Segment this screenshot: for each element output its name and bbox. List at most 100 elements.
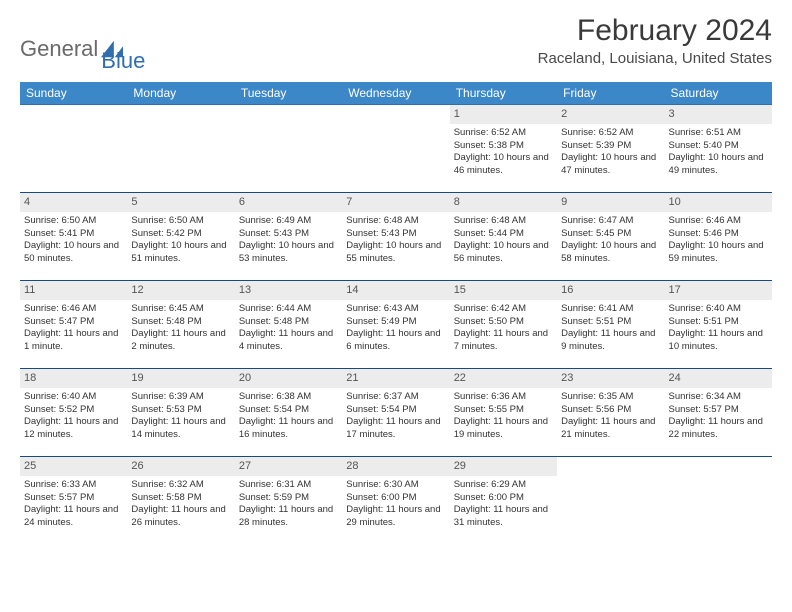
daylight-line: Daylight: 11 hours and 21 minutes. xyxy=(561,416,660,442)
sunrise-line: Sunrise: 6:44 AM xyxy=(239,303,338,316)
day-number: 21 xyxy=(342,369,449,388)
sunrise-line: Sunrise: 6:36 AM xyxy=(454,391,553,404)
sunrise-line: Sunrise: 6:46 AM xyxy=(669,215,768,228)
calendar-cell: 29Sunrise: 6:29 AMSunset: 6:00 PMDayligh… xyxy=(450,457,557,545)
calendar-cell: 1Sunrise: 6:52 AMSunset: 5:38 PMDaylight… xyxy=(450,105,557,193)
calendar-row: 18Sunrise: 6:40 AMSunset: 5:52 PMDayligh… xyxy=(20,369,772,457)
sunset-line: Sunset: 5:39 PM xyxy=(561,140,660,153)
sunrise-line: Sunrise: 6:33 AM xyxy=(24,479,123,492)
brand-logo: General Blue xyxy=(20,14,145,74)
daylight-line: Daylight: 11 hours and 29 minutes. xyxy=(346,504,445,530)
calendar-cell: 19Sunrise: 6:39 AMSunset: 5:53 PMDayligh… xyxy=(127,369,234,457)
day-number: 2 xyxy=(557,105,664,124)
calendar-cell: 3Sunrise: 6:51 AMSunset: 5:40 PMDaylight… xyxy=(665,105,772,193)
sunrise-line: Sunrise: 6:41 AM xyxy=(561,303,660,316)
sunrise-line: Sunrise: 6:40 AM xyxy=(669,303,768,316)
calendar-row: 25Sunrise: 6:33 AMSunset: 5:57 PMDayligh… xyxy=(20,457,772,545)
sunset-line: Sunset: 5:58 PM xyxy=(131,492,230,505)
sunrise-line: Sunrise: 6:48 AM xyxy=(346,215,445,228)
calendar-cell: 23 Sunrise: 6:35 AMSunset: 5:56 PMDayligh… xyxy=(557,369,664,457)
daylight-line: Daylight: 11 hours and 31 minutes. xyxy=(454,504,553,530)
calendar-cell: 11Sunrise: 6:46 AMSunset: 5:47 PMDayligh… xyxy=(20,281,127,369)
sunset-line: Sunset: 5:56 PM xyxy=(561,404,660,417)
sunset-line: Sunset: 5:43 PM xyxy=(346,228,445,241)
sunset-line: Sunset: 5:51 PM xyxy=(669,316,768,329)
brand-part2: Blue xyxy=(101,48,145,74)
weekday-header: Wednesday xyxy=(342,82,449,105)
day-number: 4 xyxy=(20,193,127,212)
daylight-line: Daylight: 11 hours and 17 minutes. xyxy=(346,416,445,442)
sunrise-line: Sunrise: 6:49 AM xyxy=(239,215,338,228)
sunset-line: Sunset: 5:55 PM xyxy=(454,404,553,417)
daylight-line: Daylight: 11 hours and 6 minutes. xyxy=(346,328,445,354)
calendar-row: 1 Sunrise: 6:52 AM Sunset: 5:38 PM Daylight… xyxy=(20,105,772,193)
sunrise-line: Sunrise: 6:31 AM xyxy=(239,479,338,492)
calendar-row: 4Sunrise: 6:50 AMSunset: 5:41 PMDaylight… xyxy=(20,193,772,281)
sunset-line: Sunset: 5:44 PM xyxy=(454,228,553,241)
calendar-cell: 26Sunrise: 6:32 AMSunset: 5:58 PMDayligh… xyxy=(127,457,234,545)
day-number: 18 xyxy=(20,369,127,388)
calendar-cell: 21Sunrise: 6:37 AMSunset: 5:54 PMDayligh… xyxy=(342,369,449,457)
calendar-cell xyxy=(235,105,342,193)
day-number: 16 xyxy=(557,281,664,300)
sunset-line: Sunset: 5:40 PM xyxy=(669,140,768,153)
weekday-header: Thursday xyxy=(450,82,557,105)
sunrise-line: Sunrise: 6:40 AM xyxy=(24,391,123,404)
sunrise-line: Sunrise: 6:45 AM xyxy=(131,303,230,316)
daylight-line: Daylight: 11 hours and 12 minutes. xyxy=(24,416,123,442)
daylight-line: Daylight: 11 hours and 2 minutes. xyxy=(131,328,230,354)
day-number: 10 xyxy=(665,193,772,212)
daylight-line: Daylight: 11 hours and 19 minutes. xyxy=(454,416,553,442)
sunset-line: Sunset: 5:53 PM xyxy=(131,404,230,417)
calendar-cell: 6Sunrise: 6:49 AMSunset: 5:43 PMDaylight… xyxy=(235,193,342,281)
month-title: February 2024 xyxy=(538,14,772,48)
sunset-line: Sunset: 5:57 PM xyxy=(669,404,768,417)
sunset-line: Sunset: 6:00 PM xyxy=(454,492,553,505)
calendar-cell: 15Sunrise: 6:42 AMSunset: 5:50 PMDayligh… xyxy=(450,281,557,369)
day-number: 9 xyxy=(557,193,664,212)
day-number: 6 xyxy=(235,193,342,212)
calendar-cell: 2Sunrise: 6:52 AMSunset: 5:39 PMDaylight… xyxy=(557,105,664,193)
sunrise-line: Sunrise: 6:48 AM xyxy=(454,215,553,228)
sunset-line: Sunset: 5:50 PM xyxy=(454,316,553,329)
daylight-line: Daylight: 10 hours and 58 minutes. xyxy=(561,240,660,266)
day-number: 1 xyxy=(450,105,557,124)
day-number: 13 xyxy=(235,281,342,300)
calendar-cell: 12Sunrise: 6:45 AMSunset: 5:48 PMDayligh… xyxy=(127,281,234,369)
brand-part1: General xyxy=(20,36,98,62)
sunset-line: Sunset: 5:52 PM xyxy=(24,404,123,417)
daylight-line: Daylight: 11 hours and 4 minutes. xyxy=(239,328,338,354)
sunrise-line: Sunrise: 6:51 AM xyxy=(669,127,768,140)
weekday-header: Sunday xyxy=(20,82,127,105)
sunrise-line: Sunrise: 6:37 AM xyxy=(346,391,445,404)
day-number: 22 xyxy=(450,369,557,388)
calendar-cell: 27Sunrise: 6:31 AMSunset: 5:59 PMDayligh… xyxy=(235,457,342,545)
sunrise-line: Sunrise: 6:52 AM xyxy=(561,127,660,140)
day-number: 20 xyxy=(235,369,342,388)
sunset-line: Sunset: 5:41 PM xyxy=(24,228,123,241)
calendar-row: 11Sunrise: 6:46 AMSunset: 5:47 PMDayligh… xyxy=(20,281,772,369)
sunrise-line: Sunrise: 6:35 AM xyxy=(561,391,660,404)
day-number: 23 xyxy=(557,369,664,388)
day-number: 12 xyxy=(127,281,234,300)
weekday-row: SundayMondayTuesdayWednesdayThursdayFrid… xyxy=(20,82,772,105)
sunset-line: Sunset: 5:38 PM xyxy=(454,140,553,153)
calendar-cell: 7Sunrise: 6:48 AMSunset: 5:43 PMDaylight… xyxy=(342,193,449,281)
calendar-cell: 9Sunrise: 6:47 AMSunset: 5:45 PMDaylight… xyxy=(557,193,664,281)
day-number: 15 xyxy=(450,281,557,300)
calendar-cell xyxy=(342,105,449,193)
daylight-line: Daylight: 10 hours and 55 minutes. xyxy=(346,240,445,266)
calendar-body: 1 Sunrise: 6:52 AM Sunset: 5:38 PM Daylight… xyxy=(20,105,772,545)
day-number: 25 xyxy=(20,457,127,476)
calendar-cell: 22 Sunrise: 6:36 AMSunset: 5:55 PMDayligh… xyxy=(450,369,557,457)
daylight-line: Daylight: 10 hours and 49 minutes. xyxy=(669,152,768,178)
day-number: 27 xyxy=(235,457,342,476)
sunset-line: Sunset: 5:48 PM xyxy=(239,316,338,329)
calendar-cell: 14Sunrise: 6:43 AMSunset: 5:49 PMDayligh… xyxy=(342,281,449,369)
day-number: 19 xyxy=(127,369,234,388)
daylight-line: Daylight: 10 hours and 51 minutes. xyxy=(131,240,230,266)
day-number: 8 xyxy=(450,193,557,212)
calendar-cell xyxy=(127,105,234,193)
day-number: 26 xyxy=(127,457,234,476)
sunrise-line: Sunrise: 6:43 AM xyxy=(346,303,445,316)
